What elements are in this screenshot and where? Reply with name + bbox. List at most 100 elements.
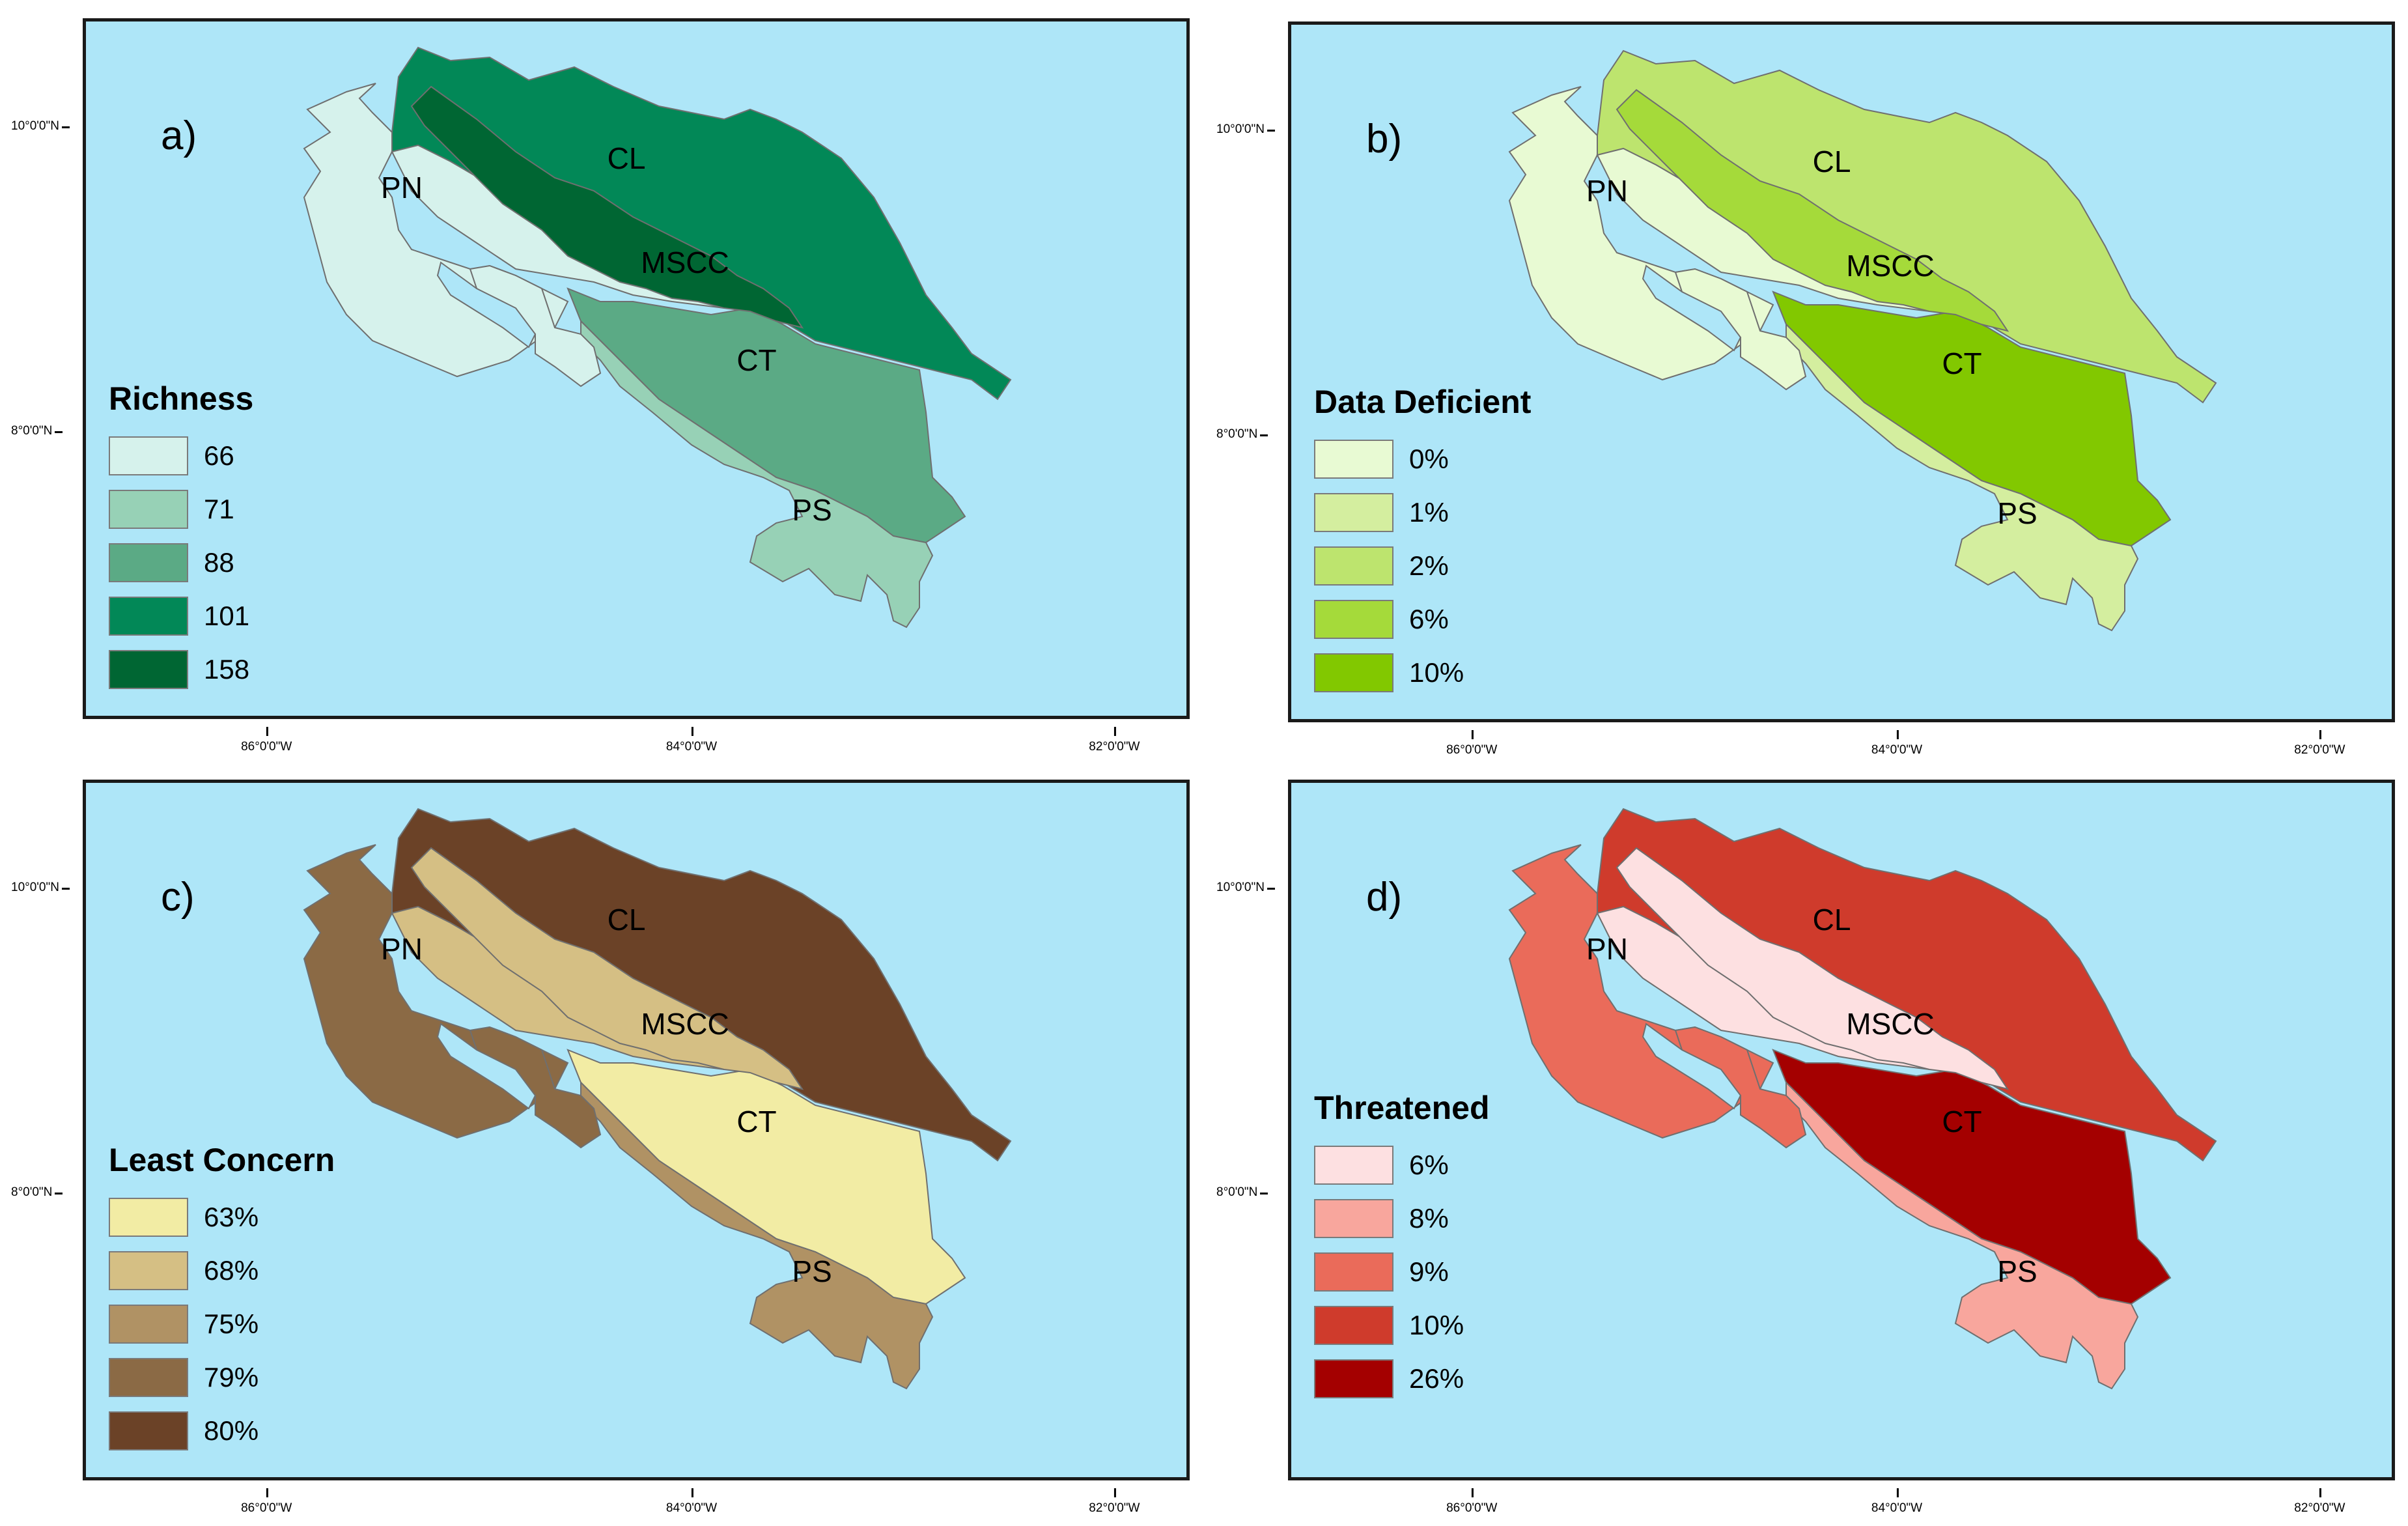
legend-label: 88: [204, 547, 234, 578]
legend-title: Data Deficient: [1314, 384, 1532, 420]
legend-entry: 8%: [1314, 1192, 1490, 1245]
lat-tick-label: 10°0'0"N: [1216, 122, 1275, 136]
legend-swatch: [1314, 1252, 1393, 1292]
legend-label: 26%: [1409, 1363, 1464, 1394]
lon-tick-label: 84°0'0"W: [1871, 730, 1923, 757]
region-ps: [580, 1081, 934, 1390]
lat-tick-label: 8°0'0"N: [1216, 427, 1268, 442]
legend-title: Least Concern: [109, 1142, 335, 1178]
lon-tick-label: 82°0'0"W: [2294, 730, 2345, 757]
region-ps: [1785, 1081, 2139, 1390]
lon-tick-label: 86°0'0"W: [241, 1488, 292, 1515]
region-label-ct: CT: [1942, 1105, 1982, 1138]
lat-tick-label: 8°0'0"N: [1216, 1185, 1268, 1200]
lon-tick-label: 86°0'0"W: [241, 727, 292, 754]
region-label-pn: PN: [381, 932, 423, 966]
region-label-ps: PS: [1997, 496, 2037, 530]
legend-swatch: [1314, 600, 1393, 639]
lon-tick-label: 86°0'0"W: [1446, 730, 1498, 757]
panel-letter: d): [1366, 875, 1403, 920]
map-svg: [303, 46, 1012, 629]
panel-letter: a): [161, 113, 197, 158]
legend-entry: 66: [109, 429, 253, 483]
region-label-pn: PN: [1586, 174, 1628, 208]
legend-swatch: [1314, 493, 1393, 532]
region-label-mscc: MSCC: [1846, 249, 1935, 283]
legend-swatch: [109, 543, 188, 582]
region-label-cl: CL: [607, 141, 646, 175]
legend-entry: 1%: [1314, 486, 1531, 539]
lon-tick-label: 82°0'0"W: [2294, 1488, 2345, 1515]
region-label-cl: CL: [1812, 903, 1851, 937]
legend-swatch: [1314, 546, 1393, 586]
legend-swatch: [109, 1251, 188, 1290]
legend-label: 1%: [1409, 497, 1449, 528]
legend-entry: 158: [109, 643, 253, 696]
legend-entry: 10%: [1314, 646, 1531, 699]
region-label-mscc: MSCC: [641, 1007, 729, 1041]
legend-label: 63%: [204, 1202, 259, 1232]
legend-swatch: [1314, 1146, 1393, 1185]
legend-swatch: [1314, 653, 1393, 692]
legend-label: 0%: [1409, 444, 1449, 474]
region-high: [1616, 847, 2009, 1090]
region-ps: [1785, 322, 2139, 632]
gulf-of-nicoya: [436, 261, 537, 348]
legend-swatch: [109, 1358, 188, 1397]
legend-swatch: [109, 650, 188, 689]
region-label-pn: PN: [1586, 932, 1628, 966]
legend-entry: 88: [109, 536, 253, 589]
lat-tick-label: 8°0'0"N: [11, 424, 63, 438]
gulf-of-nicoya: [1642, 1023, 1742, 1110]
region-high: [1616, 89, 2009, 332]
lon-tick-label: 84°0'0"W: [1871, 1488, 1923, 1515]
lon-tick-label: 84°0'0"W: [665, 727, 718, 754]
gulf-of-nicoya: [1642, 264, 1742, 352]
lon-tick-label: 84°0'0"W: [665, 1488, 718, 1515]
legend-entry: 80%: [109, 1404, 335, 1458]
region-label-pn: PN: [381, 171, 423, 205]
legend-entry: 0%: [1314, 432, 1531, 486]
map-panel-d: d) CL PN MSCC CT PS Threatened 6% 8% 9% 10% 26%: [1288, 780, 2395, 1480]
legend-entry: 63%: [109, 1191, 335, 1244]
legend-label: 6%: [1409, 604, 1449, 634]
lat-tick-label: 10°0'0"N: [11, 119, 70, 133]
region-label-ct: CT: [736, 1105, 777, 1138]
legend-label: 101: [204, 601, 250, 631]
lon-tick-label: 82°0'0"W: [1089, 1488, 1140, 1515]
legend-entry: 6%: [1314, 593, 1531, 646]
legend-swatch: [1314, 1359, 1393, 1398]
legend-swatch: [1314, 440, 1393, 479]
legend-entry: 2%: [1314, 539, 1531, 593]
panel-letter: b): [1366, 117, 1403, 162]
lat-tick-label: 10°0'0"N: [1216, 880, 1275, 894]
legend-entry: 71: [109, 483, 253, 536]
map-svg: [303, 808, 1012, 1390]
legend: Data Deficient 0% 1% 2% 6% 10%: [1314, 383, 1531, 699]
region-label-cl: CL: [607, 903, 646, 937]
legend: Threatened 6% 8% 9% 10% 26%: [1314, 1089, 1490, 1406]
region-label-cl: CL: [1812, 145, 1851, 178]
legend-swatch: [109, 1305, 188, 1344]
legend-title: Threatened: [1314, 1090, 1490, 1126]
legend-label: 10%: [1409, 1310, 1464, 1340]
legend: Richness 66 71 88 101 158: [109, 380, 253, 696]
legend-entry: 9%: [1314, 1245, 1490, 1299]
legend-swatch: [109, 1411, 188, 1450]
legend-entry: 101: [109, 589, 253, 643]
legend-label: 66: [204, 440, 234, 471]
legend: Least Concern 63% 68% 75% 79% 80%: [109, 1141, 335, 1458]
region-label-mscc: MSCC: [1846, 1007, 1935, 1041]
legend-label: 79%: [204, 1362, 259, 1392]
region-label-ct: CT: [736, 343, 777, 377]
lon-tick-label: 86°0'0"W: [1446, 1488, 1498, 1515]
gulf-of-nicoya: [436, 1023, 537, 1110]
map-panel-b: b) CL PN MSCC CT PS Data Deficient 0% 1% 2% 6% 10%: [1288, 21, 2395, 722]
legend-label: 158: [204, 654, 250, 685]
legend-label: 6%: [1409, 1150, 1449, 1180]
map-svg: [1508, 49, 2217, 632]
legend-label: 68%: [204, 1255, 259, 1286]
legend-title: Richness: [109, 380, 254, 417]
legend-label: 2%: [1409, 550, 1449, 581]
map-panel-a: a) CL PN MSCC CT PS Richness 66 71 88 101 158: [83, 18, 1190, 719]
